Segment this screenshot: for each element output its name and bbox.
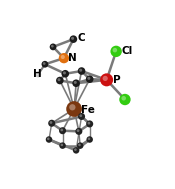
Circle shape [100,73,113,86]
Text: H: H [33,69,42,79]
Circle shape [77,142,83,149]
Circle shape [113,48,117,52]
Circle shape [86,120,93,127]
Text: P: P [113,75,120,85]
Circle shape [73,147,79,154]
Circle shape [48,120,55,127]
Circle shape [61,70,69,77]
Circle shape [36,73,39,75]
Circle shape [43,62,46,65]
Circle shape [59,127,66,134]
Circle shape [50,121,52,124]
Circle shape [74,148,77,151]
Circle shape [46,136,52,143]
Circle shape [110,46,122,57]
Circle shape [77,129,79,132]
Circle shape [35,71,41,77]
Circle shape [75,128,82,135]
Circle shape [103,76,108,81]
Circle shape [119,94,131,105]
Circle shape [86,75,93,83]
Circle shape [78,113,85,120]
Circle shape [78,67,85,75]
Circle shape [79,114,82,117]
Circle shape [41,61,48,68]
Text: N: N [68,53,77,63]
Circle shape [88,122,90,125]
Circle shape [121,96,126,101]
Circle shape [88,138,90,140]
Circle shape [66,101,82,117]
Circle shape [51,45,54,47]
Circle shape [47,138,50,140]
Text: Cl: Cl [121,46,132,56]
Circle shape [72,79,80,87]
Circle shape [87,77,90,80]
Text: C: C [78,33,85,43]
Text: Fe: Fe [81,105,95,115]
Circle shape [86,136,93,143]
Circle shape [71,37,74,40]
Circle shape [63,71,66,74]
Circle shape [69,104,75,110]
Circle shape [74,81,77,84]
Circle shape [70,35,77,43]
Circle shape [59,53,69,63]
Circle shape [78,144,81,146]
Circle shape [56,77,64,84]
Circle shape [59,142,66,149]
Circle shape [61,55,65,59]
Circle shape [61,144,63,146]
Circle shape [58,78,61,81]
Circle shape [79,69,82,72]
Circle shape [60,129,63,131]
Circle shape [50,43,57,50]
